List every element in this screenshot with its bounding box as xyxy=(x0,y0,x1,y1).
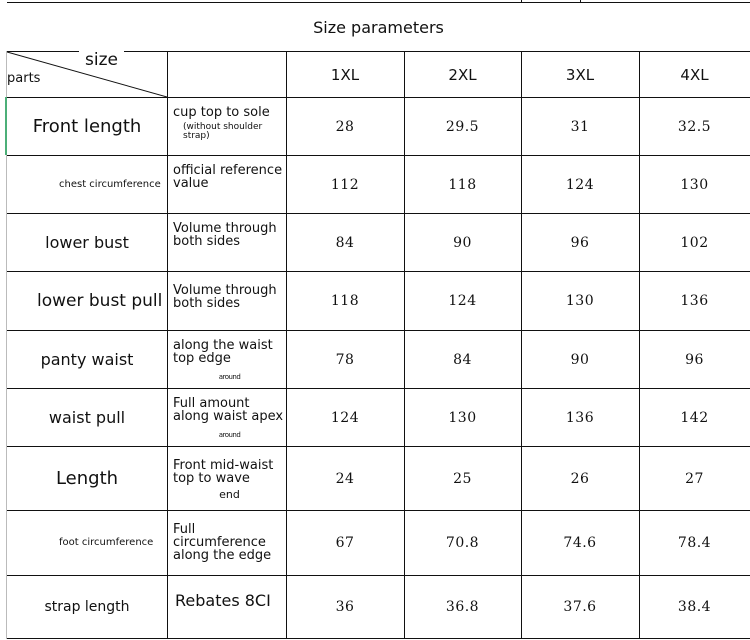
description-text: Front mid-waist top to wave xyxy=(173,458,274,486)
size-value: 38.4 xyxy=(677,599,712,615)
row-divider xyxy=(7,213,750,214)
size-value: 31 xyxy=(570,118,590,135)
size-value: 124 xyxy=(565,176,595,193)
description-text: Volume through both sides xyxy=(173,221,277,249)
row-divider xyxy=(7,575,750,576)
description-text: Rebates 8CI xyxy=(175,591,271,610)
part-description: Front mid-waist top to wave end xyxy=(167,447,286,510)
part-label: chest circumference xyxy=(59,178,161,190)
description-text: Full circumference along the edge xyxy=(173,522,272,563)
size-value: 78.4 xyxy=(677,535,712,551)
corner-parts-label: parts xyxy=(7,71,41,86)
size-value: 25 xyxy=(453,470,472,487)
row-divider xyxy=(7,388,750,389)
column-divider xyxy=(404,51,405,639)
description-text: Volume through both sides xyxy=(173,283,277,311)
part-description: cup top to sole (without shoulder strap) xyxy=(167,98,286,155)
size-value: 74.6 xyxy=(563,535,597,551)
description-text: Full amount along waist apex xyxy=(173,396,284,424)
description-text: official reference value xyxy=(173,163,283,191)
size-value: 142 xyxy=(680,409,709,426)
part-label: foot circumference xyxy=(59,537,154,548)
part-label: strap length xyxy=(44,598,130,615)
description-text: cup top to sole xyxy=(173,105,270,120)
size-value: 90 xyxy=(570,351,590,368)
column-divider xyxy=(167,51,168,639)
size-header-1xl: 1XL xyxy=(330,65,360,84)
size-value: 102 xyxy=(680,234,709,251)
row-divider xyxy=(7,330,750,331)
size-value: 130 xyxy=(448,409,477,426)
title-divider xyxy=(7,51,750,52)
size-value: 27 xyxy=(685,470,704,487)
left-border xyxy=(6,51,7,639)
description-subtext: (without shoulder strap) xyxy=(183,122,263,141)
table-title: Size parameters xyxy=(313,17,444,37)
description-end: end xyxy=(219,488,240,501)
size-value: 130 xyxy=(565,293,595,309)
row-divider xyxy=(7,638,750,639)
size-value: 112 xyxy=(330,176,360,193)
description-text: along the waist top edge xyxy=(173,338,273,366)
size-value: 36 xyxy=(335,599,355,615)
size-value: 36.8 xyxy=(445,599,480,615)
top-border xyxy=(7,2,750,3)
part-label: lower bust pull xyxy=(37,290,163,311)
column-divider xyxy=(286,51,287,639)
part-description: Full amount along waist apex around xyxy=(167,389,286,446)
size-value: 28 xyxy=(335,118,355,135)
corner-size-label: size xyxy=(79,50,124,70)
size-header-4xl: 4XL xyxy=(680,65,709,84)
size-value: 130 xyxy=(680,176,709,193)
part-description: Rebates 8CI xyxy=(167,576,286,638)
size-value: 96 xyxy=(685,351,704,368)
size-value: 136 xyxy=(565,409,595,426)
description-note: around xyxy=(218,373,241,381)
size-value: 84 xyxy=(453,351,472,368)
top-tick xyxy=(580,0,581,3)
column-divider xyxy=(521,51,522,639)
description-note: around xyxy=(218,431,241,439)
row-divider xyxy=(7,510,750,511)
size-value: 37.6 xyxy=(563,599,597,615)
size-header-2xl: 2XL xyxy=(448,65,477,84)
part-description: Volume through both sides xyxy=(167,272,286,330)
size-value: 136 xyxy=(680,293,709,309)
size-header-3xl: 3XL xyxy=(565,65,595,84)
size-value: 29.5 xyxy=(445,118,480,135)
top-tick xyxy=(521,0,522,3)
part-description: Full circumference along the edge xyxy=(167,511,286,575)
size-value: 124 xyxy=(448,293,477,309)
size-value: 90 xyxy=(453,234,472,251)
size-value: 78 xyxy=(335,351,355,368)
size-value: 118 xyxy=(330,293,360,309)
size-value: 96 xyxy=(570,234,590,251)
column-divider xyxy=(639,51,640,639)
size-value: 84 xyxy=(335,234,355,251)
part-description: along the waist top edge around xyxy=(167,331,286,388)
part-label: Length xyxy=(55,468,119,489)
row-divider xyxy=(7,155,750,156)
size-value: 118 xyxy=(448,176,477,193)
size-value: 24 xyxy=(335,470,355,487)
part-description: Volume through both sides xyxy=(167,214,286,271)
part-description: official reference value xyxy=(167,156,286,213)
corner-diagonal xyxy=(7,51,167,97)
row-divider xyxy=(7,271,750,272)
size-value: 70.8 xyxy=(445,535,480,551)
part-label: panty waist xyxy=(40,350,134,369)
part-label: lower bust xyxy=(45,233,129,252)
size-value: 124 xyxy=(330,409,360,426)
row-divider xyxy=(7,446,750,447)
size-value: 67 xyxy=(335,535,355,551)
size-value: 26 xyxy=(570,470,590,487)
row-divider xyxy=(7,97,750,98)
part-label: Front length xyxy=(32,116,142,137)
size-value: 32.5 xyxy=(677,118,712,135)
left-highlight xyxy=(5,97,7,155)
part-label: waist pull xyxy=(48,408,126,427)
